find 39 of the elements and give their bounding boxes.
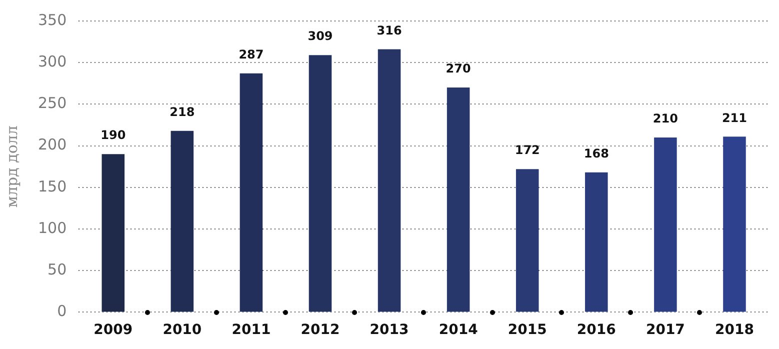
x-tick-label: 2018 [714,322,754,338]
y-tick-label: 200 [38,136,67,154]
bar [723,136,746,312]
data-label: 210 [652,112,678,126]
y-tick-label: 350 [38,10,67,29]
data-label: 287 [238,48,264,62]
y-tick-label: 300 [38,52,67,70]
x-tick-label: 2010 [162,322,202,338]
data-label: 168 [584,146,609,161]
x-tick-label: 2009 [94,322,133,338]
x-tick-label: 2011 [232,322,271,338]
data-label: 316 [376,23,402,38]
bar [102,154,125,312]
data-label: 190 [100,128,126,142]
bar [446,88,470,312]
bar [585,172,608,312]
data-label: 211 [722,110,748,125]
bar [308,55,332,312]
data-label: 270 [446,62,471,76]
y-tick-label: 250 [38,94,67,112]
x-tick-label: 2013 [370,322,409,338]
y-tick-label: 100 [38,218,67,237]
y-axis-title: млрд долл [2,126,21,208]
y-tick-label: 150 [38,177,67,196]
data-label: 309 [308,29,333,44]
y-tick-label: 50 [48,260,67,278]
x-tick-label: 2014 [438,322,478,338]
bar [654,137,677,312]
x-tick-label: 2017 [646,322,685,338]
x-tick-label: 2016 [576,322,616,338]
data-label: 172 [514,143,540,158]
bar [516,169,539,312]
y-tick-label: 0 [57,302,67,320]
x-tick-label: 2015 [508,322,547,338]
data-label: 218 [170,104,195,119]
bar [240,73,263,312]
x-tick-label: 2012 [300,322,340,338]
bar [378,49,401,312]
bar [170,130,194,312]
